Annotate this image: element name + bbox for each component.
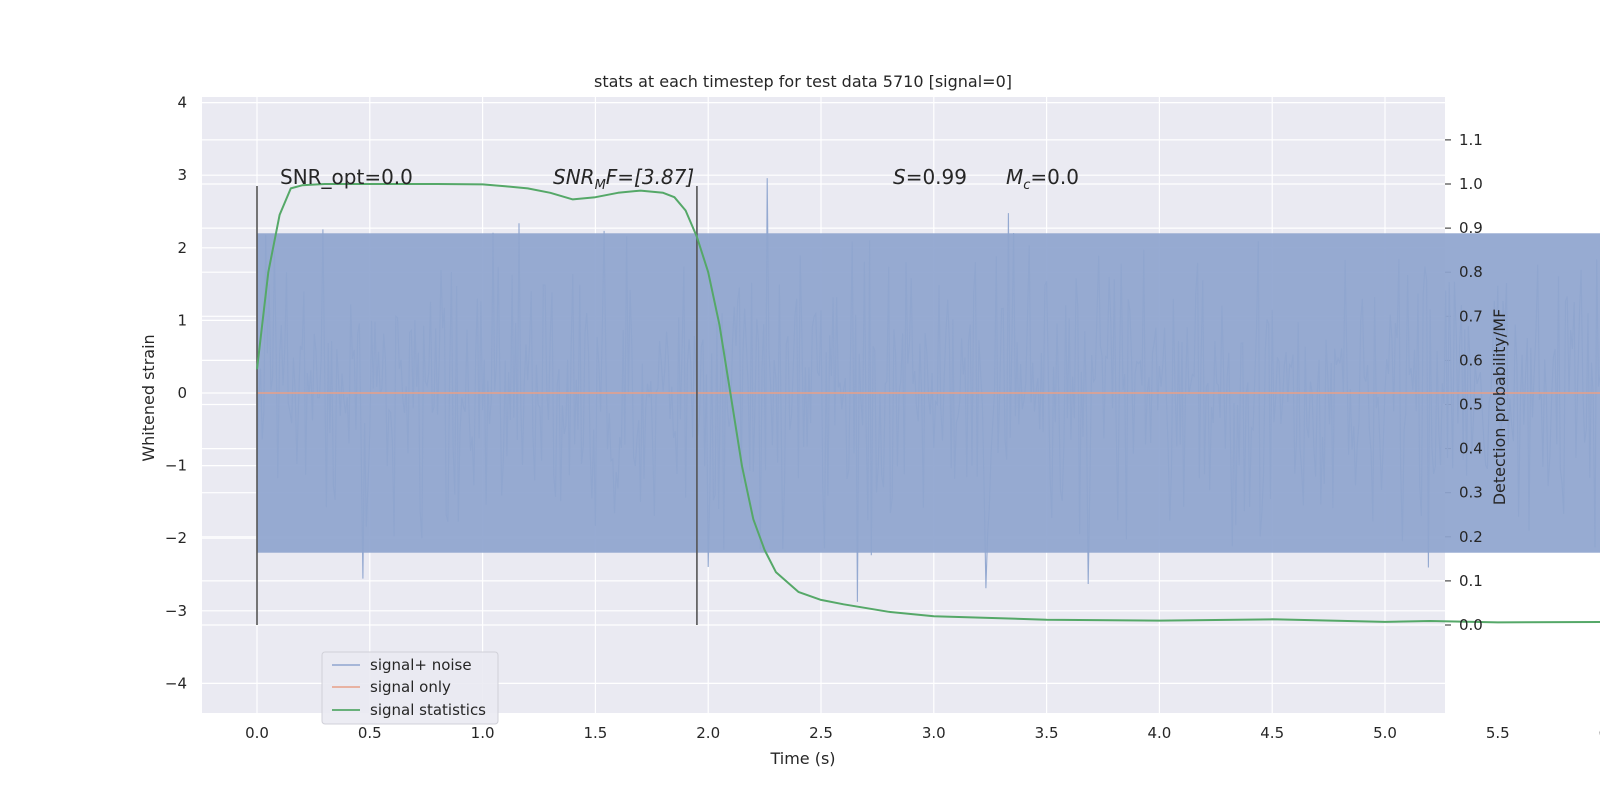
right-y-tick-label: 0.7 [1459,307,1483,325]
left-y-tick-label: 4 [177,94,187,112]
signal-noise-trace [256,178,1600,602]
x-tick-label: 1.0 [471,724,495,742]
mc-subscript: c [1023,178,1030,193]
snr-mf-value: F=[3.87] [606,165,694,189]
x-tick-label: 3.0 [922,724,946,742]
x-tick-label: 4.5 [1260,724,1284,742]
right-y-tick-label: 0.0 [1459,616,1483,634]
right-y-tick-label: 0.1 [1459,572,1483,590]
vertical-markers [256,186,698,625]
left-y-tick-label: 3 [177,166,187,184]
left-y-tick-label: 2 [177,239,187,257]
legend-box [321,651,499,725]
x-tick-label: 5.5 [1486,724,1510,742]
right-y-tick-label: 0.9 [1459,219,1483,237]
left-y-tick-label: −2 [165,529,187,547]
right-y-tick-label: 0.8 [1459,263,1483,281]
annotation-mc: Mc=0.0 [1006,165,1079,193]
left-y-tick-label: 1 [177,311,187,329]
right-y-tick-label: 0.2 [1459,528,1483,546]
left-y-tick-label: −4 [165,674,187,692]
right-y-tick-labels: 0.0 0.1 0.2 0.3 0.4 0.5 0.6 0.7 0.8 0.9 1.0 1.1 [1459,131,1483,634]
x-tick-label: 0.0 [245,724,269,742]
right-y-tick-label: 0.3 [1459,484,1483,502]
right-y-tick-label: 0.4 [1459,440,1483,458]
annotation-snr-opt: SNR_opt=0.0 [280,165,413,189]
legend-label-signal-noise: signal+ noise [370,656,472,674]
legend-label-signal-only: signal only [370,678,451,696]
series-signal-statistics [256,183,1600,624]
chart-title: stats at each timestep for test data 571… [594,72,1012,91]
x-tick-label: 6.0 [1599,724,1600,742]
snr-mf-subscript: M [595,178,606,193]
right-y-tick-label: 1.0 [1459,175,1483,193]
x-tick-label: 4.0 [1147,724,1171,742]
s-symbol: S [893,165,906,189]
left-y-tick-label: −3 [165,602,187,620]
right-y-tick-label: 0.5 [1459,396,1483,414]
right-y-tick-label: 1.1 [1459,131,1483,149]
signal-statistics-line [256,183,1600,624]
x-tick-label: 2.5 [809,724,833,742]
s-value: =0.99 [906,165,967,189]
mc-value: =0.0 [1030,165,1079,189]
x-tick-label: 3.5 [1035,724,1059,742]
x-tick-label: 5.0 [1373,724,1397,742]
left-y-tick-labels: −4 −3 −2 −1 0 1 2 3 4 [165,94,187,693]
x-axis-label: Time (s) [769,749,835,768]
left-y-axis-label: Whitened strain [139,334,158,461]
right-y-tick-label: 0.6 [1459,351,1483,369]
left-y-tick-label: 0 [177,384,187,402]
legend-label-signal-statistics: signal statistics [370,701,486,719]
x-tick-label: 2.0 [696,724,720,742]
annotation-snr-mf: SNRMF=[3.87] [553,165,694,193]
right-y-axis-label: Detection probability/MF [1490,309,1509,506]
snr-mf-symbol: SNR [553,165,595,189]
annotation-s: S=0.99 [893,165,967,189]
left-y-tick-label: −1 [165,457,187,475]
x-tick-labels: 0.00.51.01.52.02.53.03.54.04.55.05.56.06… [245,724,1600,742]
x-tick-label: 0.5 [358,724,382,742]
x-tick-label: 1.5 [583,724,607,742]
legend: signal+ noise signal only signal statist… [321,651,499,725]
mc-symbol: M [1006,165,1023,189]
